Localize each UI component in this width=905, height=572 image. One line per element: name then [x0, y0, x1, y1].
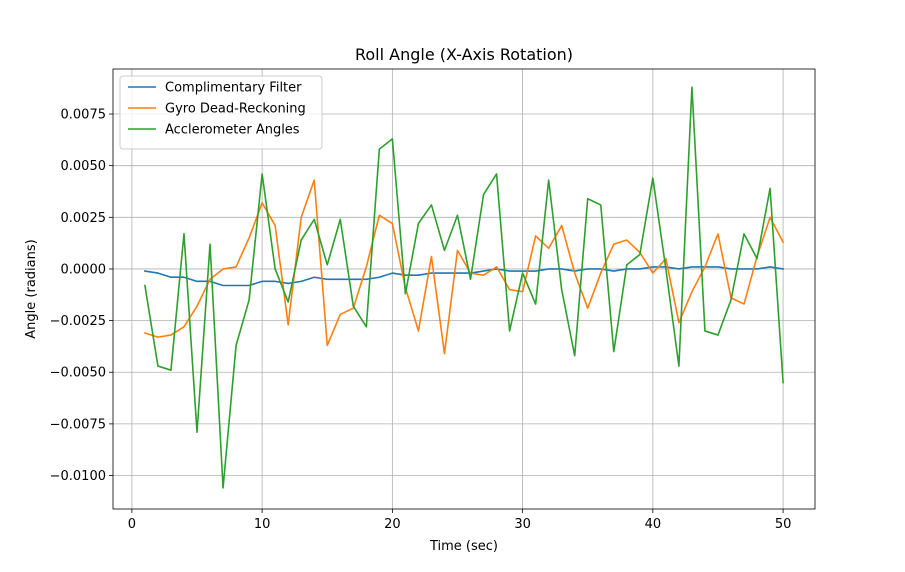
x-tick-label: 10 [254, 517, 271, 532]
series-lines [143, 86, 785, 489]
series-line-3 [143, 86, 784, 489]
x-axis-label: Time (sec) [429, 539, 498, 554]
x-tick-label: 30 [514, 517, 531, 532]
x-tick-label: 0 [128, 517, 136, 532]
y-tick-label: 0.0075 [61, 108, 107, 123]
legend-label: Acclerometer Angles [165, 123, 300, 138]
y-tick-label: −0.0100 [50, 469, 106, 484]
chart-title: Roll Angle (X-Axis Rotation) [355, 45, 573, 64]
legend: Complimentary Filter Gyro Dead-Reckoning A… [119, 75, 323, 150]
y-tick-label: 0.0025 [61, 211, 107, 226]
y-axis-label: Angle (radians) [24, 239, 39, 338]
axis-ticks: 0 10 20 30 40 50 −0.0100 −0.0075 −0.0050 −0.0025 0… [50, 108, 792, 532]
x-tick-label: 40 [645, 517, 662, 532]
legend-label: Gyro Dead-Reckoning [165, 102, 306, 117]
y-tick-label: −0.0075 [50, 417, 106, 432]
y-tick-label: 0.0000 [61, 262, 107, 277]
x-tick-label: 50 [775, 517, 792, 532]
legend-box [119, 75, 323, 150]
y-tick-label: −0.0025 [50, 314, 106, 329]
x-tick-label: 20 [384, 517, 401, 532]
legend-label: Complimentary Filter [165, 81, 302, 96]
plot-frame [112, 68, 816, 510]
y-tick-label: −0.0050 [50, 366, 106, 381]
series-line-2 [143, 179, 785, 355]
y-tick-label: 0.0050 [61, 159, 107, 174]
